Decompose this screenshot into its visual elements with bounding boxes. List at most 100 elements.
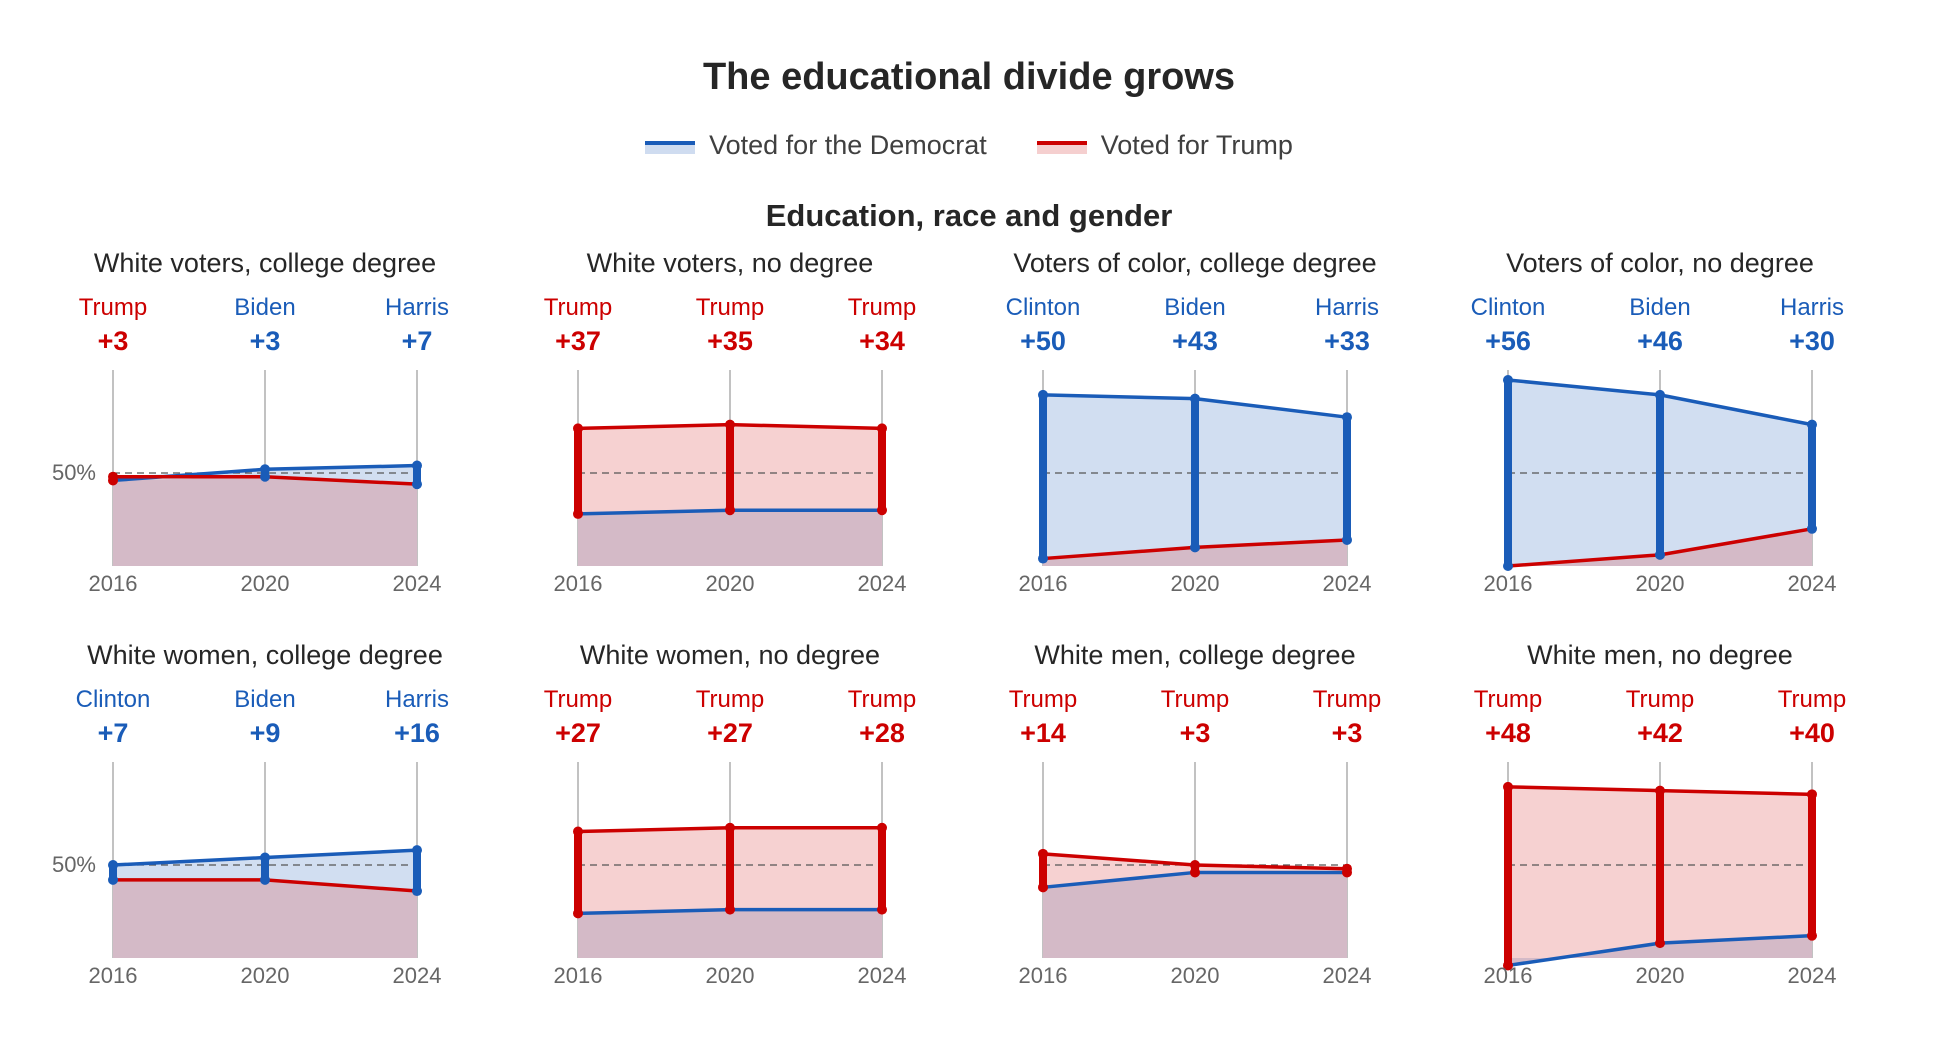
winner-label: Trump xyxy=(544,686,612,713)
margin-label: +35 xyxy=(707,326,753,356)
year-label: 2024 xyxy=(393,571,442,596)
margin-label: +28 xyxy=(859,718,905,748)
legend-item-trump: Voted for Trump xyxy=(1036,130,1293,161)
margin-bar-cap xyxy=(1038,882,1048,893)
year-label: 2016 xyxy=(554,963,603,988)
year-label: 2020 xyxy=(1636,963,1685,988)
margin-label: +33 xyxy=(1324,326,1370,356)
margin-label: +30 xyxy=(1789,326,1835,356)
year-label: 2020 xyxy=(241,963,290,988)
legend: Voted for the Democrat Voted for Trump xyxy=(0,130,1938,161)
winner-label: Clinton xyxy=(76,686,151,713)
winner-label: Trump xyxy=(79,294,147,321)
winner-label: Trump xyxy=(848,294,916,321)
margin-label: +7 xyxy=(402,326,433,356)
margin-bar-cap xyxy=(1807,419,1817,430)
year-label: 2020 xyxy=(1636,571,1685,596)
year-label: 2024 xyxy=(1788,571,1837,596)
winner-label: Trump xyxy=(1009,686,1077,713)
margin-bar-cap xyxy=(260,874,270,885)
margin-label: +3 xyxy=(1332,718,1363,748)
panel-3: Voters of color, college degree Clinton +5… xyxy=(1006,248,1379,596)
overlap-area xyxy=(1043,872,1347,958)
margin-bar-cap xyxy=(573,826,583,837)
margin-bar-cap xyxy=(260,471,270,482)
winner-label: Trump xyxy=(696,294,764,321)
margin-label: +9 xyxy=(250,718,281,748)
panel-title: White men, college degree xyxy=(1034,640,1355,670)
margin-bar-cap xyxy=(412,460,422,471)
legend-label-trump: Voted for Trump xyxy=(1100,130,1293,160)
margin-bar-cap xyxy=(1807,930,1817,941)
panel-title: White men, no degree xyxy=(1527,640,1793,670)
margin-bar-cap xyxy=(1655,785,1665,796)
winner-label: Trump xyxy=(1474,686,1542,713)
margin-bar-cap xyxy=(877,505,887,516)
panel-6: White women, no degree Trump +27 Trump +27 Tr… xyxy=(544,640,916,988)
winner-label: Biden xyxy=(1164,294,1225,321)
panel-2: White voters, no degree Trump +37 Trump +35 T… xyxy=(544,248,916,596)
margin-label: +48 xyxy=(1485,718,1531,748)
margin-bar-cap xyxy=(412,479,422,490)
overlap-area xyxy=(113,476,417,566)
margin-bar-cap xyxy=(877,904,887,915)
winner-label: Trump xyxy=(544,294,612,321)
panel-1: White voters, college degree Trump +3 Biden… xyxy=(52,248,449,596)
legend-item-democrat: Voted for the Democrat xyxy=(645,130,987,161)
margin-bar-cap xyxy=(877,423,887,434)
chart-title: The educational divide grows xyxy=(702,56,1236,98)
margin-bar-cap xyxy=(1342,412,1352,423)
margin-bar-cap xyxy=(725,419,735,430)
panel-title: Voters of color, no degree xyxy=(1506,248,1814,278)
winner-label: Harris xyxy=(385,686,449,713)
margin-bar-cap xyxy=(1503,561,1513,571)
year-label: 2016 xyxy=(1019,963,1068,988)
margin-bar-cap xyxy=(725,822,735,833)
margin-label: +7 xyxy=(98,718,129,748)
winner-label: Biden xyxy=(234,686,295,713)
winner-label: Harris xyxy=(1780,294,1844,321)
overlap-area xyxy=(1043,539,1347,566)
reference-label: 50% xyxy=(52,460,96,485)
margin-bar-cap xyxy=(1503,375,1513,385)
legend-swatch-democrat xyxy=(645,138,696,154)
margin-bar-cap xyxy=(1190,860,1200,870)
year-label: 2016 xyxy=(89,571,138,596)
margin-label: +14 xyxy=(1020,718,1066,748)
margin-bar-cap xyxy=(877,822,887,833)
overlap-area xyxy=(578,510,882,566)
margin-bar-cap xyxy=(108,475,118,486)
margin-label: +40 xyxy=(1789,718,1835,748)
year-label: 2024 xyxy=(1323,571,1372,596)
margin-label: +46 xyxy=(1637,326,1683,356)
year-label: 2024 xyxy=(393,963,442,988)
year-label: 2020 xyxy=(1171,963,1220,988)
panel-7: White men, college degree Trump +14 Trump +3… xyxy=(1009,640,1381,988)
reference-label: 50% xyxy=(52,852,96,877)
winner-label: Biden xyxy=(1629,294,1690,321)
margin-bar-cap xyxy=(1342,534,1352,545)
winner-label: Trump xyxy=(1313,686,1381,713)
margin-label: +42 xyxy=(1637,718,1683,748)
margin-bar-cap xyxy=(1655,938,1665,949)
chart-subtitle: Education, race and gender xyxy=(765,198,1173,233)
margin-label: +50 xyxy=(1020,326,1066,356)
margin-bar-cap xyxy=(108,874,118,885)
panel-title: White voters, no degree xyxy=(587,248,874,278)
panel-title: Voters of color, college degree xyxy=(1013,248,1376,278)
margin-bar-cap xyxy=(573,908,583,919)
panel-title: White women, no degree xyxy=(580,640,880,670)
year-label: 2024 xyxy=(858,963,907,988)
winner-label: Trump xyxy=(1778,686,1846,713)
margin-bar-cap xyxy=(1342,867,1352,878)
margin-bar-cap xyxy=(1503,781,1513,792)
winner-label: Harris xyxy=(385,294,449,321)
year-label: 2020 xyxy=(241,571,290,596)
overlap-area xyxy=(113,879,417,958)
margin-bar-cap xyxy=(1038,848,1048,859)
margin-label: +16 xyxy=(394,718,440,748)
year-label: 2024 xyxy=(1788,963,1837,988)
overlap-area xyxy=(578,909,882,958)
